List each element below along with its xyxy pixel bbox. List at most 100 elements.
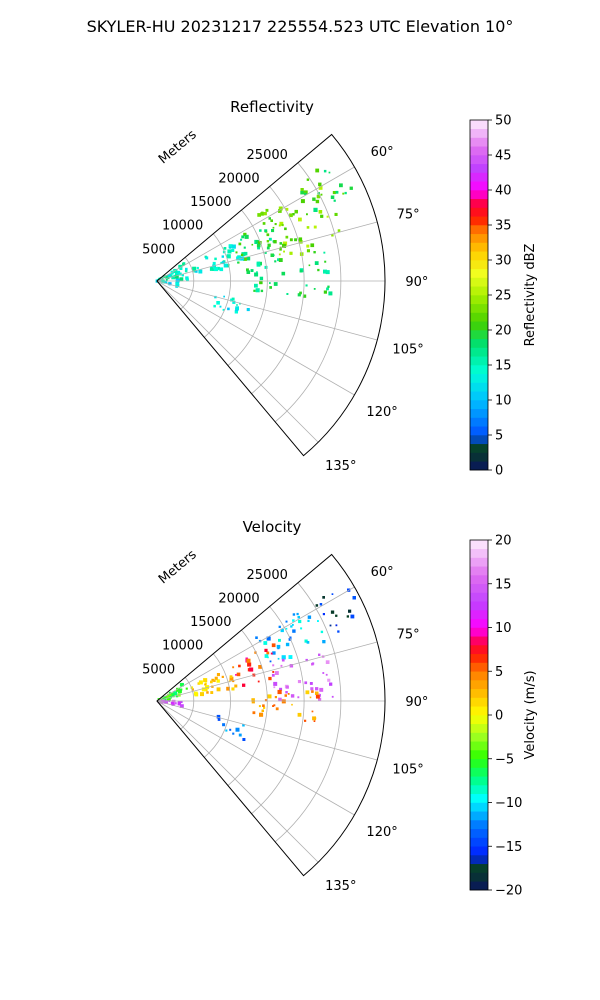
echo-cell xyxy=(297,293,301,297)
colorbar-segment xyxy=(470,443,488,453)
echo-cell xyxy=(222,723,226,727)
echo-cell xyxy=(298,237,303,241)
echo-cell xyxy=(279,221,284,226)
echo-cell xyxy=(232,679,235,683)
echo-cell xyxy=(232,300,236,304)
echo-cell xyxy=(194,692,199,697)
echo-cell xyxy=(304,192,307,196)
colorbar-segment xyxy=(470,303,488,313)
azimuth-tick-label: 90° xyxy=(405,695,428,710)
echo-cell xyxy=(252,711,256,715)
echo-cell xyxy=(250,269,254,272)
echo-cell xyxy=(273,240,277,244)
echo-cell xyxy=(267,243,271,247)
echo-cell xyxy=(168,691,171,694)
echo-cell xyxy=(291,703,293,706)
echo-cell xyxy=(216,687,221,692)
echo-cell xyxy=(266,240,270,243)
echo-cell xyxy=(278,697,282,702)
echo-cell xyxy=(289,238,293,242)
echo-cell xyxy=(266,246,270,250)
echo-cell xyxy=(285,235,289,239)
echo-cell xyxy=(312,716,316,721)
echo-cell xyxy=(173,268,178,274)
echo-cell xyxy=(179,277,184,282)
colorbar-segment xyxy=(470,855,488,865)
colorbar-tick-label: 10 xyxy=(495,621,512,636)
colorbar-segment xyxy=(470,750,488,760)
echo-cell xyxy=(316,194,321,199)
echo-cell xyxy=(205,256,209,260)
colorbar-segment xyxy=(470,741,488,751)
colorbar-tick-label: −20 xyxy=(495,884,522,899)
echo-cell xyxy=(272,651,276,655)
reflectivity-azimuth-ticks: 60° 75° 90° 105° 120° 135° xyxy=(325,145,428,474)
echo-cell xyxy=(281,658,285,662)
echo-cell xyxy=(246,308,250,312)
echo-cell xyxy=(232,666,235,669)
echo-cell xyxy=(185,276,189,280)
echo-cell xyxy=(313,251,316,254)
sector-frame xyxy=(156,133,386,457)
azimuth-tick-label: 60° xyxy=(371,145,394,160)
echo-cell xyxy=(311,690,314,693)
echo-cell xyxy=(247,664,250,667)
echo-cell xyxy=(263,212,267,216)
echo-cell xyxy=(271,643,276,648)
colorbar-segment xyxy=(470,260,488,270)
echo-cell xyxy=(339,183,343,188)
echo-cell xyxy=(235,306,239,310)
reflectivity-range-ticks: 5000 10000 15000 20000 25000 xyxy=(142,148,288,258)
azimuth-tick-label: 135° xyxy=(325,879,356,894)
echo-cell xyxy=(217,718,221,721)
azimuth-gridline xyxy=(156,700,319,863)
echo-cell xyxy=(236,304,238,306)
echo-cell xyxy=(178,689,182,694)
colorbar-segment xyxy=(470,198,488,208)
colorbar-segment xyxy=(470,688,488,698)
echo-cell xyxy=(278,638,281,642)
echo-cell xyxy=(335,624,338,627)
echo-cell xyxy=(184,269,188,273)
echo-cell xyxy=(278,224,281,227)
echo-cell xyxy=(177,700,182,705)
colorbar-segment xyxy=(470,382,488,392)
echo-cell xyxy=(216,301,220,305)
echo-cell xyxy=(223,263,228,268)
colorbar-tick-label: 5 xyxy=(495,665,503,680)
colorbar-segment xyxy=(470,163,488,173)
echo-cell xyxy=(254,283,258,288)
echo-cell xyxy=(239,302,241,305)
echo-cell xyxy=(303,191,307,195)
echo-cell xyxy=(180,704,184,708)
echo-cell xyxy=(269,286,272,289)
echo-cell xyxy=(306,213,308,216)
echo-cell xyxy=(234,310,238,314)
echo-cell xyxy=(344,191,347,195)
echo-cell xyxy=(323,269,327,274)
echo-cell xyxy=(269,282,271,284)
colorbar-segment xyxy=(470,461,488,471)
range-tick-label: 5000 xyxy=(142,242,175,257)
echo-cell xyxy=(285,627,288,630)
echo-cell xyxy=(306,249,310,253)
colorbar-tick-label: 50 xyxy=(495,114,512,129)
echo-cell xyxy=(198,269,203,274)
echo-cell xyxy=(325,270,330,275)
echo-cell xyxy=(324,260,327,263)
sector-frame xyxy=(156,553,386,877)
echo-cell xyxy=(246,256,251,261)
echo-cell xyxy=(175,694,179,698)
colorbar-segment xyxy=(470,671,488,681)
echo-cell xyxy=(174,702,177,705)
echo-cell xyxy=(326,287,329,291)
echo-cell xyxy=(292,213,295,216)
range-ring xyxy=(251,186,305,394)
colorbar-segment xyxy=(470,575,488,585)
colorbar-segment xyxy=(470,347,488,357)
echo-cell xyxy=(246,658,251,663)
echo-cell xyxy=(167,274,171,278)
echo-cell xyxy=(312,197,316,201)
echo-cell xyxy=(335,190,339,194)
echo-cell xyxy=(235,674,237,676)
